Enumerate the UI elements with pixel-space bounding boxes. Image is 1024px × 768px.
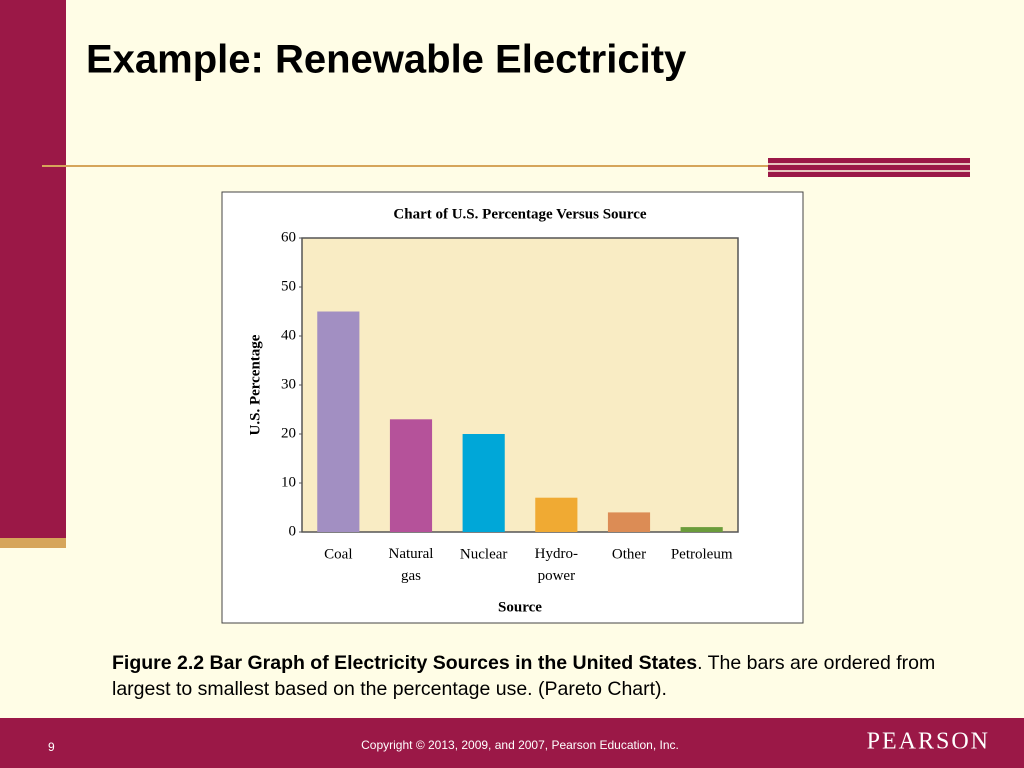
x-tick-label: Nuclear [460, 546, 507, 562]
page-number: 9 [48, 740, 55, 754]
bar [462, 434, 505, 532]
bar [680, 527, 723, 532]
y-tick-label: 40 [281, 327, 296, 343]
bar [317, 311, 360, 532]
slide-title: Example: Renewable Electricity [86, 38, 687, 82]
copyright: Copyright © 2013, 2009, and 2007, Pearso… [361, 738, 679, 752]
bar [607, 512, 651, 532]
x-tick-label: Natural gas [389, 546, 434, 584]
y-tick-label: 0 [289, 523, 297, 539]
x-tick-label: Other [612, 546, 646, 562]
x-tick-label: Coal [324, 546, 352, 562]
y-axis-label: U.S. Percentage [247, 334, 263, 435]
caption-text: . The bars are ordered from largest to s… [112, 652, 936, 700]
footer-bar [0, 718, 1024, 768]
brand: PEARSON [867, 729, 990, 755]
chart-title: Chart of U.S. Percentage Versus Source [393, 206, 647, 222]
left-bar [0, 0, 66, 540]
bar [535, 497, 578, 532]
plot-area [301, 237, 739, 533]
x-tick-label: Petroleum [671, 546, 733, 562]
x-axis-label: Source [498, 599, 542, 615]
y-tick-label: 10 [281, 474, 296, 490]
rule-block [768, 158, 970, 177]
left-bar-accent [0, 538, 66, 548]
caption-bold: Figure 2.2 Bar Graph of Electricity Sour… [112, 652, 698, 674]
x-tick-label: Hydro-power [535, 546, 578, 584]
caption: Figure 2.2 Bar Graph of Electricity Sour… [112, 650, 962, 702]
y-tick-label: 20 [281, 425, 296, 441]
y-tick-label: 60 [281, 229, 296, 245]
bar [389, 419, 433, 532]
y-tick-label: 50 [281, 278, 296, 294]
y-tick-label: 30 [281, 376, 296, 392]
